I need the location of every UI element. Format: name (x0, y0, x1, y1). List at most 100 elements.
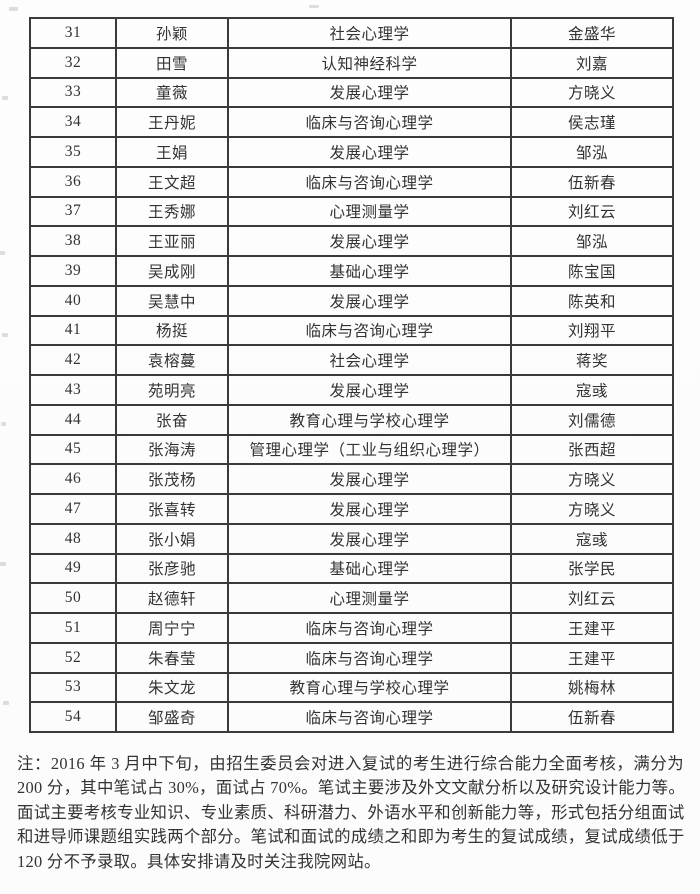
table-cell-advisor: 寇彧 (510, 522, 674, 555)
table-cell-no: 44 (29, 403, 117, 436)
table-cell-major: 基础心理学 (227, 552, 512, 585)
table-cell-advisor: 刘红云 (510, 195, 674, 228)
table-cell-major: 临床与咨询心理学 (227, 612, 512, 644)
table-cell-name: 孙颖 (115, 17, 229, 49)
table-cell-advisor: 蒋奖 (510, 344, 674, 376)
table-cell-no: 46 (29, 463, 117, 495)
table-cell-no: 41 (29, 314, 117, 347)
table-row: 38 王亚丽 发展心理学 邹泓 (29, 225, 674, 257)
table-cell-no: 42 (29, 344, 117, 376)
table-cell-advisor: 侯志瑾 (510, 106, 674, 138)
note-line: 200 分，其中笔试占 30%，面试占 70%。笔试主要涉及外文文献分析以及研究… (17, 778, 684, 798)
table-cell-no: 34 (29, 106, 117, 138)
table-cell-major: 临床与咨询心理学 (227, 314, 512, 347)
table-cell-major: 发展心理学 (227, 522, 512, 555)
table-cell-major: 发展心理学 (227, 136, 512, 168)
table-cell-no: 47 (29, 493, 117, 525)
table-row: 52 朱春莹 临床与咨询心理学 王建平 (29, 641, 674, 674)
table-cell-name: 张茂杨 (115, 463, 229, 495)
table-cell-no: 37 (29, 195, 117, 228)
table-row: 31 孙颖 社会心理学 金盛华 (29, 17, 674, 49)
table-cell-name: 吴成刚 (115, 255, 229, 287)
table-cell-major: 发展心理学 (227, 284, 512, 317)
table-cell-major: 发展心理学 (227, 76, 512, 109)
table-cell-no: 39 (29, 255, 117, 287)
scan-speck (1, 422, 6, 426)
table-cell-name: 杨挺 (115, 314, 229, 347)
table-row: 50 赵德轩 心理测量学 刘红云 (29, 582, 674, 614)
table-cell-advisor: 刘红云 (510, 582, 674, 614)
table-cell-name: 王娟 (115, 136, 229, 168)
table-cell-advisor: 刘儒德 (510, 403, 674, 436)
table-cell-advisor: 王建平 (510, 612, 674, 644)
table-row: 47 张喜转 发展心理学 方晓义 (29, 493, 674, 525)
table-cell-advisor: 邹泓 (510, 136, 674, 168)
table-cell-major: 发展心理学 (227, 374, 512, 406)
table-cell-name: 朱春莹 (115, 641, 229, 674)
table-cell-name: 童薇 (115, 76, 229, 109)
table-cell-advisor: 张学民 (510, 552, 674, 585)
table-cell-advisor: 刘翔平 (510, 314, 674, 347)
table-row: 43 苑明亮 发展心理学 寇彧 (29, 374, 674, 406)
table-cell-major: 临床与咨询心理学 (227, 641, 512, 674)
table-cell-name: 张海涛 (115, 433, 229, 466)
table-row: 53 朱文龙 教育心理与学校心理学 姚梅林 (29, 671, 674, 704)
table-row: 54 邹盛奇 临床与咨询心理学 伍新春 (29, 701, 674, 733)
table-row: 41 杨挺 临床与咨询心理学 刘翔平 (29, 314, 674, 347)
note-line: 注：2016 年 3 月中下旬，由招生委员会对进入复试的考生进行综合能力全面考核… (17, 754, 684, 773)
table-cell-advisor: 陈英和 (510, 284, 674, 317)
table-cell-major: 临床与咨询心理学 (227, 165, 512, 198)
note-line: 面试主要考核专业知识、专业素质、科研潜力、外语水平和创新能力等，形式包括分组面试 (17, 802, 684, 822)
table-row: 40 吴慧中 发展心理学 陈英和 (29, 284, 674, 317)
table-cell-advisor: 伍新春 (510, 165, 674, 198)
table-cell-major: 社会心理学 (227, 17, 512, 49)
table-cell-name: 王秀娜 (115, 195, 229, 228)
candidates-table-body: 31 孙颖 社会心理学 金盛华 32 田雪 认知神经科学 刘嘉 33 童薇 发展心理学 方晓义 34 王丹… (29, 17, 674, 733)
scan-speck (2, 96, 8, 100)
note-line: 和进导师课题组实践两个部分。笔试和面试的成绩之和即为考生的复试成绩，复试成绩低于 (17, 827, 684, 847)
table-cell-name: 张喜转 (115, 493, 229, 525)
table-cell-name: 袁榕蔓 (115, 344, 229, 376)
scan-speck (2, 333, 8, 337)
table-row: 39 吴成刚 基础心理学 陈宝国 (29, 255, 674, 287)
table-cell-name: 张小娟 (115, 522, 229, 555)
table-cell-no: 49 (29, 552, 117, 585)
scan-speck (9, 7, 18, 11)
table-row: 48 张小娟 发展心理学 寇彧 (29, 522, 674, 555)
table-cell-name: 朱文龙 (115, 671, 229, 704)
table-cell-advisor: 陈宝国 (510, 255, 674, 287)
table-cell-advisor: 方晓义 (510, 76, 674, 109)
table-row: 45 张海涛 管理心理学（工业与组织心理学） 张西超 (29, 433, 674, 466)
table-cell-name: 赵德轩 (115, 582, 229, 614)
table-row: 44 张奋 教育心理与学校心理学 刘儒德 (29, 403, 674, 436)
table-cell-no: 36 (29, 165, 117, 198)
table-cell-no: 31 (29, 17, 117, 49)
table-cell-no: 38 (29, 225, 117, 257)
table-cell-no: 32 (29, 46, 117, 79)
table-cell-advisor: 金盛华 (510, 17, 674, 49)
table-cell-major: 心理测量学 (227, 582, 512, 614)
table-cell-advisor: 方晓义 (510, 493, 674, 525)
table-cell-major: 发展心理学 (227, 463, 512, 495)
table-cell-major: 教育心理与学校心理学 (227, 403, 512, 436)
table-cell-name: 苑明亮 (115, 374, 229, 406)
table-cell-no: 40 (29, 284, 117, 317)
table-cell-name: 王亚丽 (115, 225, 229, 257)
table-cell-major: 发展心理学 (227, 225, 512, 257)
table-row: 42 袁榕蔓 社会心理学 蒋奖 (29, 344, 674, 376)
scan-speck (0, 562, 6, 566)
table-cell-major: 临床与咨询心理学 (227, 106, 512, 138)
table-row: 35 王娟 发展心理学 邹泓 (29, 136, 674, 168)
table-cell-advisor: 邹泓 (510, 225, 674, 257)
table-cell-advisor: 姚梅林 (510, 671, 674, 704)
note-line: 120 分不予录取。具体安排请及时关注我院网站。 (17, 851, 381, 871)
table-cell-no: 52 (29, 641, 117, 674)
table-cell-no: 53 (29, 671, 117, 704)
table-cell-name: 吴慧中 (115, 284, 229, 317)
table-cell-name: 邹盛奇 (115, 701, 229, 733)
table-row: 51 周宁宁 临床与咨询心理学 王建平 (29, 612, 674, 644)
table-row: 36 王文超 临床与咨询心理学 伍新春 (29, 165, 674, 198)
table-cell-advisor: 张西超 (510, 433, 674, 466)
table-cell-major: 心理测量学 (227, 195, 512, 228)
